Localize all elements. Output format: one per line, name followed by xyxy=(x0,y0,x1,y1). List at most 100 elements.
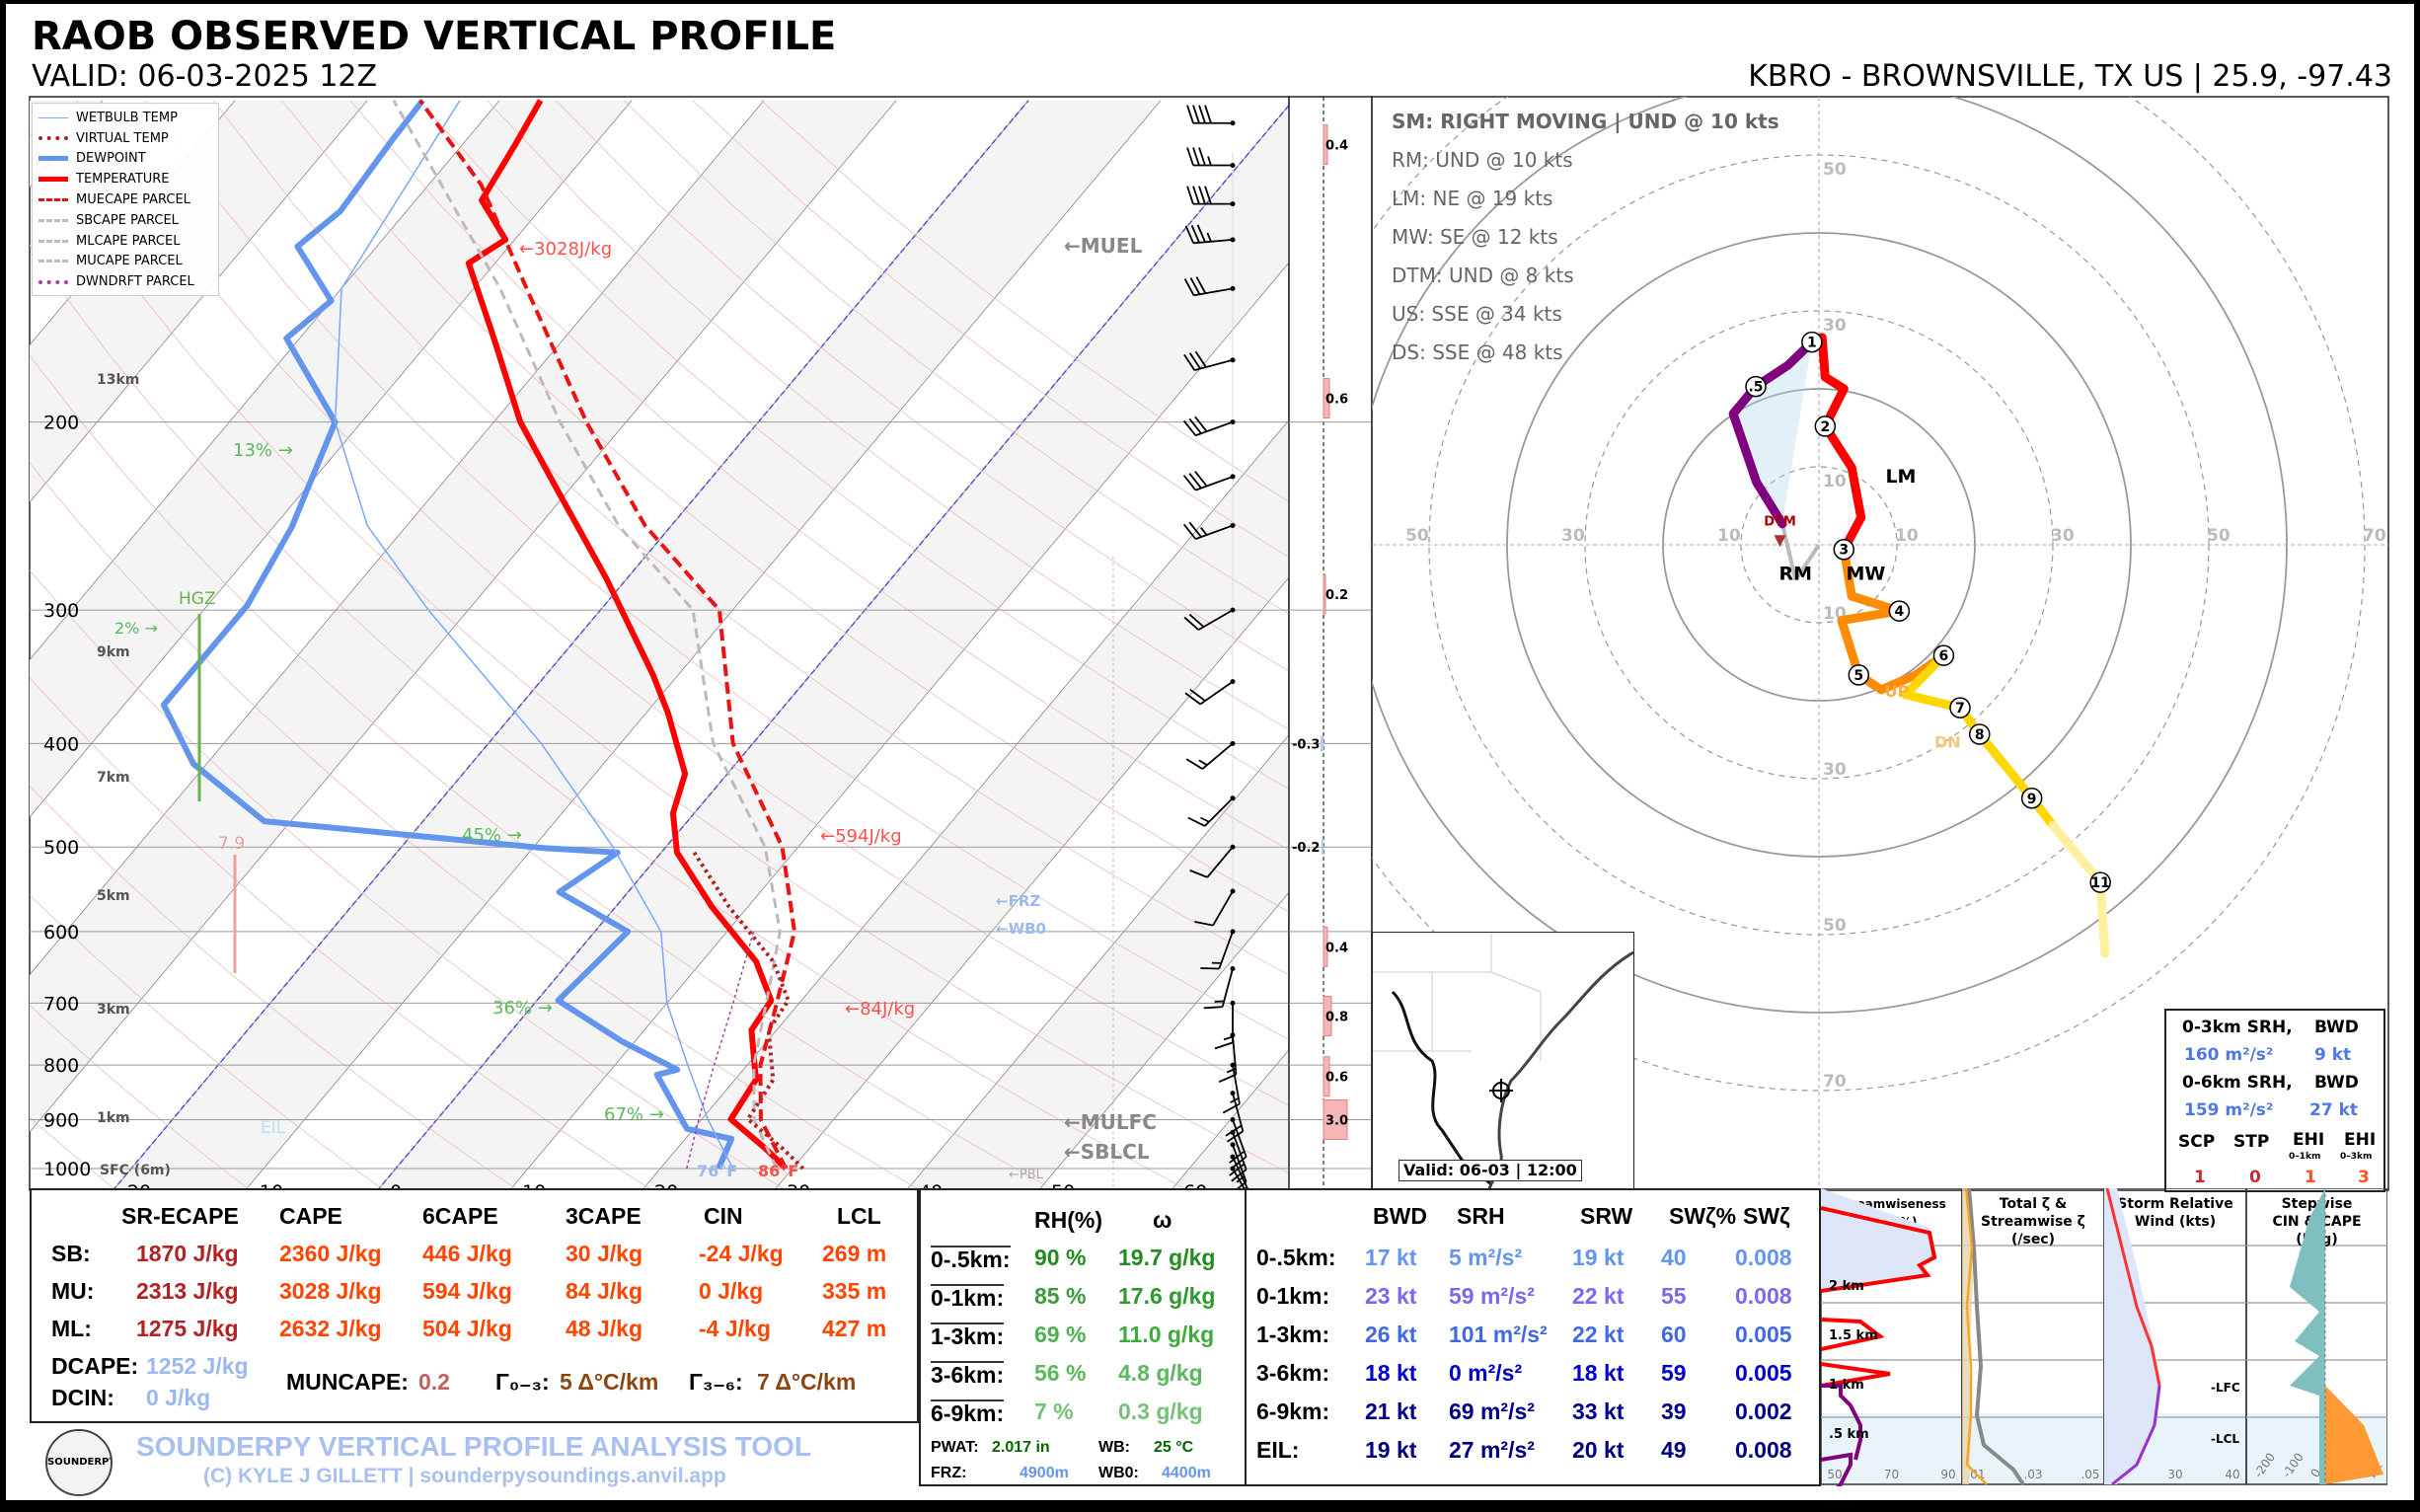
mini-panel-tick: 30 xyxy=(2167,1468,2182,1481)
thermo-header: CIN xyxy=(704,1203,743,1229)
thermo-header: 6CAPE xyxy=(422,1203,498,1229)
skew-t-annotation: 36% → xyxy=(492,998,553,1019)
kinematic-value: 18 kt xyxy=(1572,1360,1625,1386)
legend-swatch xyxy=(38,136,68,141)
dry-adiabat xyxy=(30,244,1189,1190)
hodograph-parameters-box: 0-3km SRH, BWD 160 m²/s² 9 kt 0-6km SRH,… xyxy=(2164,1009,2385,1192)
legend-item: MUCAPE PARCEL xyxy=(38,252,212,272)
km-marker-label: 1 xyxy=(1807,336,1817,351)
barb-full xyxy=(1214,1041,1234,1050)
thermo-row-label: ML: xyxy=(51,1316,92,1341)
mini-panel-title: Total ζ & xyxy=(2000,1196,2067,1212)
barb-full xyxy=(1189,689,1206,702)
legend-swatch xyxy=(38,116,68,118)
frz-value: 4900m xyxy=(1020,1465,1069,1481)
barb-full xyxy=(1188,613,1205,628)
skew-t-annotation: 67% → xyxy=(604,1104,664,1125)
kinematic-row-label: 0-.5km: xyxy=(1256,1245,1336,1270)
kinematic-value: 21 kt xyxy=(1365,1399,1417,1424)
barb-station-dot xyxy=(1230,1154,1236,1160)
barb-full xyxy=(1186,147,1194,166)
mini-panel-tick: 50 xyxy=(1827,1468,1842,1481)
kinematic-value: 0.005 xyxy=(1735,1360,1792,1386)
legend-swatch xyxy=(38,156,68,162)
rm-vector xyxy=(1793,543,1821,581)
lfc-marker: -LFC xyxy=(2211,1381,2240,1395)
rh-value: 90 % xyxy=(1034,1245,1087,1270)
kinematic-value: 5 m²/s² xyxy=(1449,1245,1523,1270)
omega-value-label: 0.4 xyxy=(1325,941,1348,955)
pressure-tick-label: 500 xyxy=(43,837,79,859)
km-marker xyxy=(2020,788,2043,809)
dcape-value: 1252 J/kg xyxy=(146,1353,249,1379)
moisture-row-label: 0-1km: xyxy=(931,1284,1005,1311)
pressure-tick-label: 600 xyxy=(43,922,79,944)
km-marker-label: 9 xyxy=(2027,792,2037,807)
km-marker-label: 2 xyxy=(1820,419,1830,435)
skew-t-annotation: ←594J/kg xyxy=(820,826,902,847)
ehi3-value: 3 xyxy=(2358,1168,2370,1187)
highlight-isotherm xyxy=(112,100,1029,1190)
km-marker-label: 8 xyxy=(1975,727,1985,743)
wind-barb xyxy=(1203,966,1236,1010)
height-label: 2 km xyxy=(1829,1279,1864,1294)
omega-value-label: -0.2 xyxy=(1292,841,1320,856)
series-virtual-temp xyxy=(692,851,805,1171)
wind-barb xyxy=(1186,147,1236,168)
km-marker xyxy=(1814,416,1837,437)
pressure-tick-label: 1000 xyxy=(43,1159,91,1180)
wind-barb xyxy=(1200,929,1236,970)
barb-full xyxy=(1188,352,1201,370)
kinematic-value: 59 xyxy=(1661,1360,1687,1386)
barb-full xyxy=(1190,225,1200,244)
storm-motion-title: SM: RIGHT MOVING | UND @ 10 kts xyxy=(1392,110,1779,133)
wind-barb xyxy=(1186,186,1236,207)
barb-staff xyxy=(1194,358,1234,372)
legend-swatch xyxy=(38,177,68,183)
barb-full xyxy=(1231,1169,1248,1182)
barb-full xyxy=(1198,105,1206,124)
omega-value-label: -0.3 xyxy=(1292,737,1320,752)
srh03-label: 0-3km SRH, xyxy=(2182,1018,2293,1037)
legend-label: MUCAPE PARCEL xyxy=(76,254,183,269)
omega-bar xyxy=(1322,839,1323,856)
series-muecape-parcel xyxy=(418,99,796,1170)
thermo-value: 1870 J/kg xyxy=(136,1241,239,1266)
hodograph-ring-label: 70 xyxy=(2363,526,2386,546)
barb-full xyxy=(1185,758,1203,770)
wb-value: 25 °C xyxy=(1154,1439,1194,1456)
kinematic-row-label: 3-6km: xyxy=(1256,1360,1330,1386)
kinematic-header: BWD xyxy=(1373,1203,1427,1229)
map-valid-label: Valid: 06-03 | 12:00 xyxy=(1399,1160,1582,1181)
storm-motion-dtm: DTM xyxy=(1764,514,1796,529)
barb-station-dot xyxy=(1230,607,1236,613)
thermo-table: DCAPE: 1252 J/kg DCIN: 0 J/kg MUNCAPE: 0… xyxy=(30,1188,919,1423)
barb-half xyxy=(1236,1175,1246,1183)
omega-value-label: 0.6 xyxy=(1325,392,1348,407)
lapse-36-value: 7 Δ°C/km xyxy=(757,1369,857,1395)
pressure-tick-label: 200 xyxy=(43,413,79,434)
hodograph-ring-label: 10 xyxy=(1717,526,1741,546)
skew-t-annotation: ←FRZ xyxy=(996,892,1040,910)
barb-full xyxy=(1189,869,1208,878)
dry-adiabat xyxy=(30,894,385,1190)
legend-swatch xyxy=(38,260,68,264)
wind-barb xyxy=(1187,795,1236,827)
mixing-ratio-value: 19.7 g/kg xyxy=(1118,1245,1216,1270)
skew-t-annotation: 86°F xyxy=(758,1162,798,1180)
omega-value-label: 0.4 xyxy=(1325,139,1348,154)
lapse-03-value: 5 Δ°C/km xyxy=(560,1369,659,1395)
barb-full xyxy=(1188,473,1202,490)
barb-staff xyxy=(1232,1064,1241,1104)
mini-panel-title: (/sec) xyxy=(2011,1232,2055,1247)
dry-adiabat xyxy=(30,354,1055,1190)
srh06-value: 159 m²/s² xyxy=(2184,1100,2274,1120)
barb-full xyxy=(1204,105,1212,124)
isotherm-line xyxy=(30,100,500,661)
page-title: RAOB OBSERVED VERTICAL PROFILE xyxy=(32,14,837,59)
thermo-value: 2360 J/kg xyxy=(279,1241,382,1266)
omega-value-label: 0.2 xyxy=(1325,588,1348,603)
storm-motion-mw: MW xyxy=(1846,564,1885,585)
barb-station-dot xyxy=(1230,1062,1236,1068)
kinematic-value: 22 kt xyxy=(1572,1283,1625,1309)
